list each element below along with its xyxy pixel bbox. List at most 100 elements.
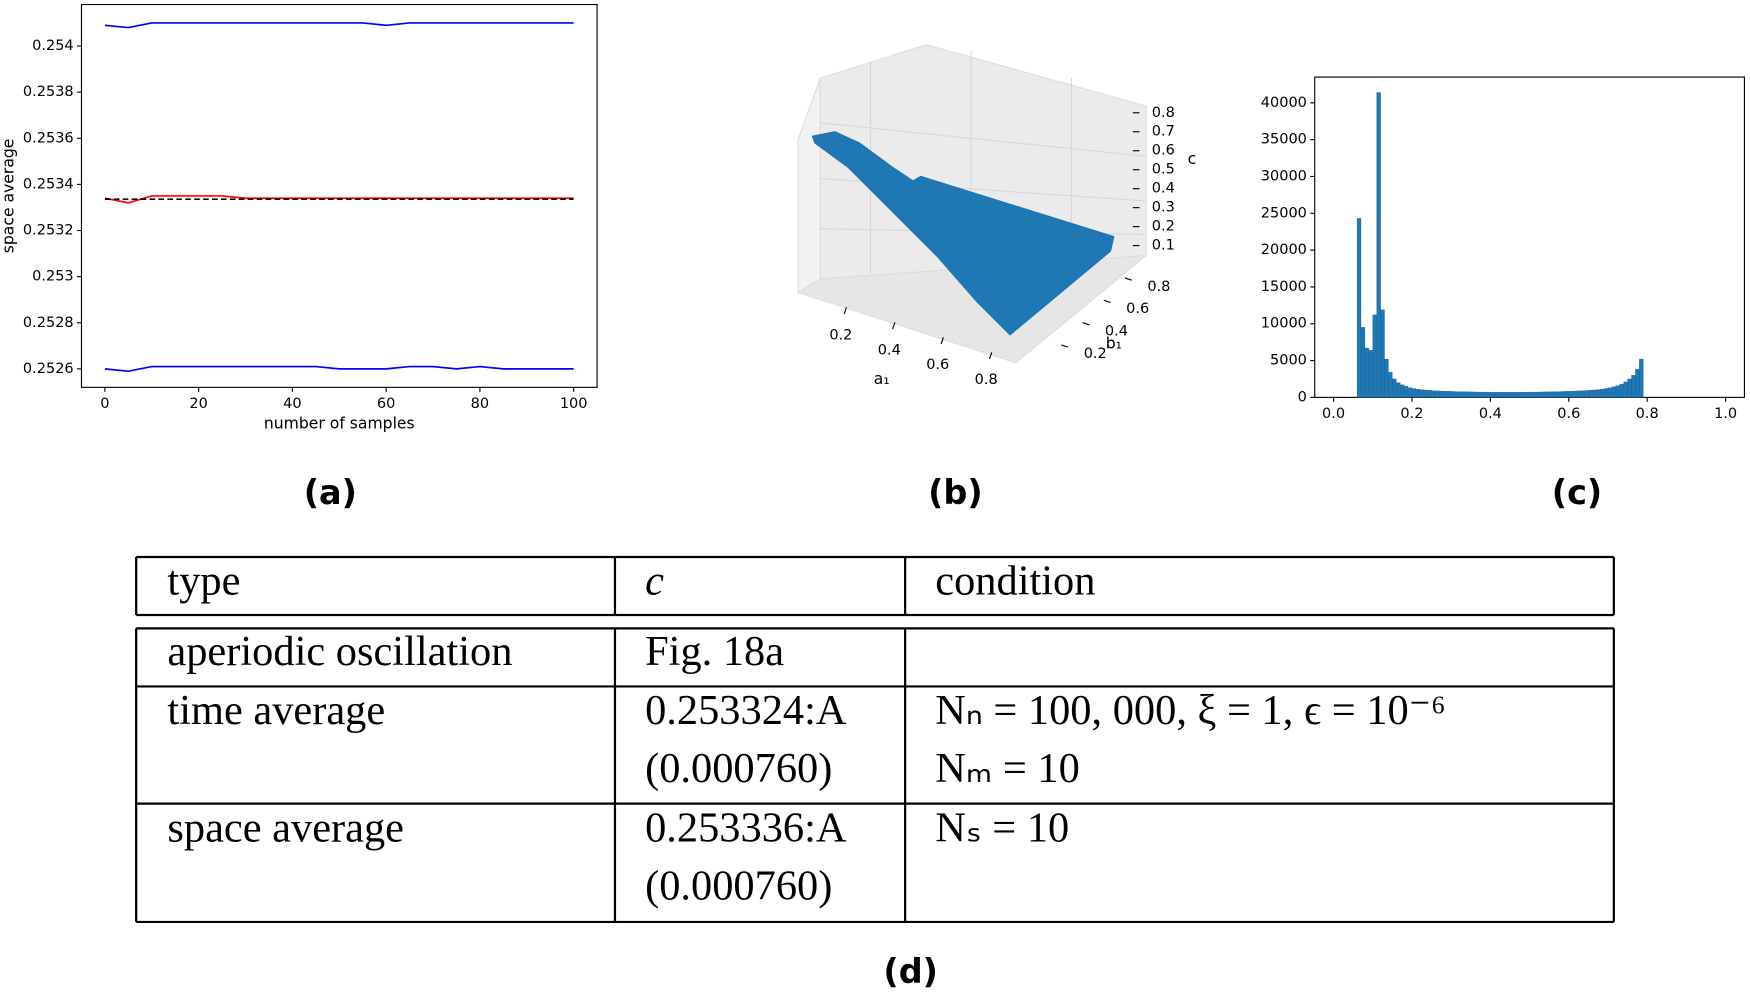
y-tick-label: 20000 <box>1261 242 1307 258</box>
hist-bar <box>1454 391 1460 398</box>
hist-bar <box>1599 389 1605 398</box>
plot-frame <box>80 3 598 388</box>
hist-bar <box>1568 391 1573 398</box>
hist-bar <box>1447 391 1452 398</box>
x-tick-label: 0.6 <box>1557 406 1580 422</box>
y-axis-label: space average <box>0 139 17 254</box>
caption: (a) <box>304 473 357 512</box>
hist-bar <box>1607 387 1613 398</box>
series-line <box>104 365 574 373</box>
hist-bar <box>1364 347 1370 398</box>
hist-bar <box>1603 388 1609 398</box>
caption: (d) <box>883 952 938 991</box>
caption: (c) <box>1552 473 1602 512</box>
y-tick-label: 10000 <box>1261 316 1307 332</box>
hist-bar <box>1560 391 1566 398</box>
hist-bar <box>1537 391 1542 398</box>
hist-bar <box>1388 372 1393 398</box>
hist-bar <box>1572 390 1577 398</box>
table-header: condition <box>935 558 1095 605</box>
x-tick-label: 0.4 <box>1479 406 1502 422</box>
y-tick-label: 0.2534 <box>23 176 74 192</box>
x-tick-label: 0.8 <box>975 372 998 388</box>
hist-bar <box>1541 391 1546 398</box>
y-tick-label: 25000 <box>1261 205 1307 221</box>
x-tick-label: 20 <box>189 396 207 412</box>
hist-bar <box>1443 391 1448 398</box>
x-tick <box>940 337 944 345</box>
hist-bar <box>1376 92 1381 398</box>
y-tick-label: 0.2532 <box>23 223 74 239</box>
hist-bar <box>1482 391 1487 398</box>
hist-bar <box>1384 358 1389 398</box>
y-tick-label: 0.254 <box>32 38 74 54</box>
hist-bar <box>1505 392 1511 398</box>
table-cell: Nₙ = 100, 000, ξ = 1, ϵ = 10⁻⁶ <box>935 687 1446 734</box>
hist-bar <box>1490 391 1495 398</box>
y-tick-label: 5000 <box>1270 353 1307 369</box>
x-tick <box>892 322 896 330</box>
table-cell: 0.253336:A <box>645 804 847 851</box>
hist-bar <box>1517 392 1522 398</box>
hist-bar <box>1619 383 1624 398</box>
table-cell: Nₘ = 10 <box>935 745 1080 792</box>
hist-bar <box>1592 389 1597 398</box>
table-cell: (0.000760) <box>645 745 832 792</box>
y-tick-label: 0.253 <box>32 269 74 285</box>
hist-bar <box>1478 391 1483 398</box>
hist-bar <box>1549 391 1554 398</box>
hist-bar <box>1427 390 1432 398</box>
y-axis-label: b₁ <box>1106 334 1122 352</box>
hist-bar <box>1588 390 1593 398</box>
hist-bar <box>1509 392 1515 398</box>
hist-bar <box>1435 390 1440 398</box>
hist-bar <box>1513 392 1518 398</box>
x-tick-label: 0.0 <box>1322 406 1345 422</box>
hist-bar <box>1635 369 1640 398</box>
hist-bar <box>1470 391 1475 398</box>
y-tick-label: 15000 <box>1261 279 1307 295</box>
hist-bar <box>1372 314 1377 398</box>
hist-bar <box>1556 391 1562 398</box>
hist-bar <box>1360 327 1366 398</box>
hist-bar <box>1615 385 1620 398</box>
hist-bar <box>1419 389 1424 398</box>
x-axis-label: a₁ <box>874 370 890 388</box>
hist-bar <box>1415 389 1420 398</box>
z-tick-label: 0.8 <box>1152 105 1175 121</box>
hist-bar <box>1521 391 1526 398</box>
hist-bar <box>1545 391 1550 398</box>
y-tick-label: 0.2526 <box>23 361 74 377</box>
x-tick-label: 0 <box>100 396 109 412</box>
hist-bar <box>1466 391 1471 398</box>
hist-bar <box>1564 391 1569 398</box>
hist-bar <box>1392 378 1397 398</box>
hist-bar <box>1533 391 1538 398</box>
table-cell: time average <box>167 687 385 734</box>
table-header: type <box>167 558 240 605</box>
x-tick-label: 80 <box>471 396 489 412</box>
hist-bar <box>1439 390 1444 398</box>
hist-bar <box>1450 391 1456 398</box>
x-tick-label: 0.2 <box>829 327 852 343</box>
hist-bar <box>1501 392 1507 398</box>
figure-layer: 0 20 40 60 80 100 0.2526 0.2528 0.253 0.2532 0.253… <box>0 3 1745 991</box>
hist-bar <box>1462 391 1468 398</box>
y-tick-label: 0.6 <box>1126 301 1149 317</box>
table-cell: Nₛ = 10 <box>935 804 1069 851</box>
x-tick <box>988 352 993 360</box>
y-tick-label: 0.2536 <box>23 130 74 146</box>
hist-bar <box>1356 218 1362 398</box>
hist-bar <box>1529 391 1534 398</box>
z-axis-label: c <box>1188 150 1197 168</box>
hist-bar <box>1576 390 1581 398</box>
hist-bar <box>1552 391 1558 398</box>
hist-bar <box>1400 384 1405 398</box>
hist-bar <box>1498 392 1503 398</box>
y-tick <box>1082 322 1090 326</box>
hist-bar <box>1494 392 1499 398</box>
z-tick-label: 0.6 <box>1152 143 1175 159</box>
hist-bar <box>1596 389 1601 398</box>
y-tick <box>1124 277 1132 281</box>
